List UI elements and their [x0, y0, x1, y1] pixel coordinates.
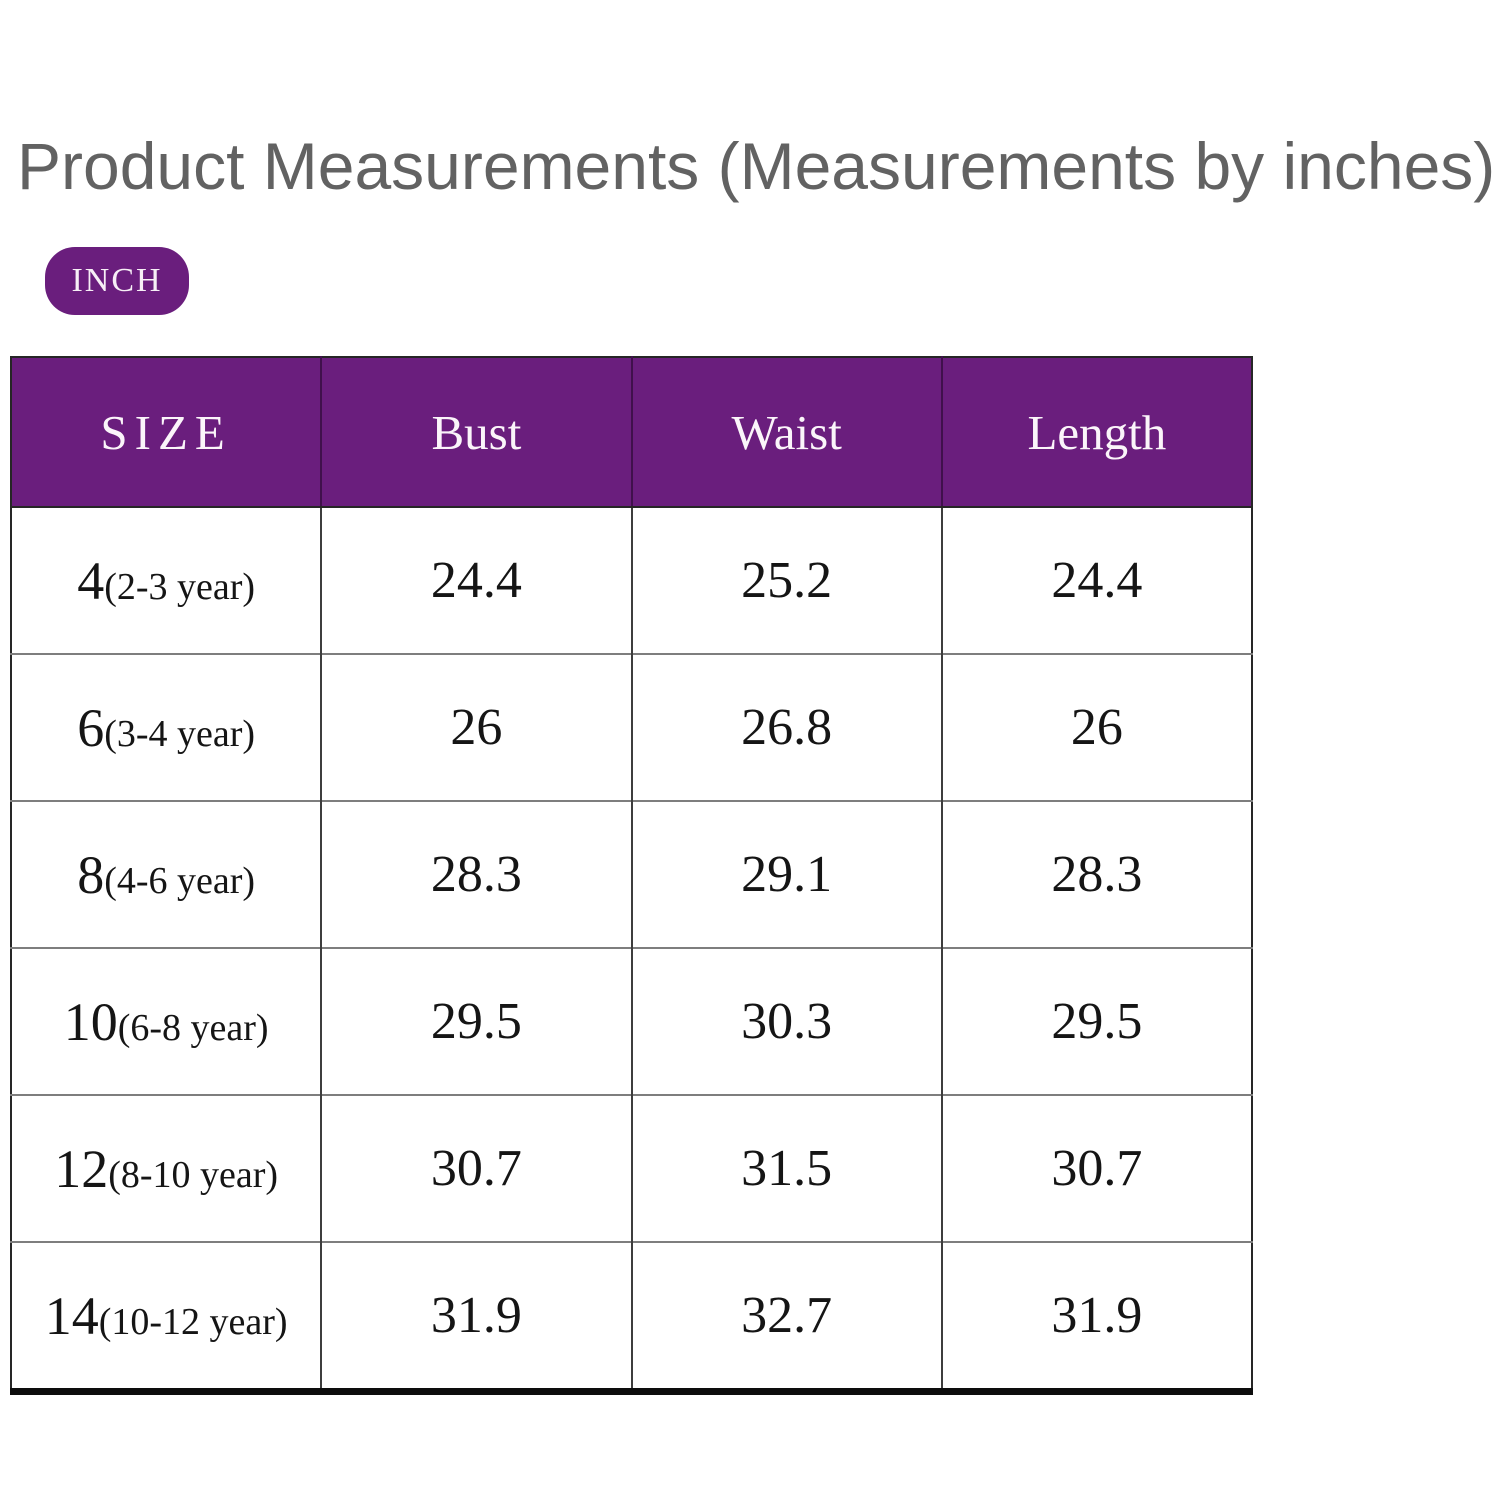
size-age-range: (8-10 year)	[108, 1153, 279, 1196]
unit-toggle-inch[interactable]: INCH	[45, 247, 189, 315]
size-cell: 10(6-8 year)	[11, 947, 322, 1095]
table-row: 8(4-6 year) 28.3 29.1 28.3	[11, 800, 1252, 948]
bust-cell: 28.3	[320, 800, 632, 948]
size-age-range: (3-4 year)	[104, 712, 256, 755]
table-row: 12(8-10 year) 30.7 31.5 30.7	[11, 1094, 1252, 1242]
header-row: SIZE Bust Waist Length	[11, 357, 1252, 508]
bust-cell: 29.5	[320, 947, 632, 1095]
size-cell: 6(3-4 year)	[11, 653, 322, 801]
length-cell: 26	[940, 653, 1252, 801]
size-age-range: (6-8 year)	[117, 1006, 269, 1049]
bust-cell: 26	[320, 653, 632, 801]
size-age-range: (2-3 year)	[104, 565, 256, 608]
size-number: 14	[44, 1285, 99, 1346]
size-number: 12	[54, 1138, 109, 1199]
length-cell: 24.4	[940, 506, 1252, 654]
size-cell: 12(8-10 year)	[11, 1094, 322, 1242]
unit-badge-label: INCH	[71, 262, 163, 299]
size-age-range: (10-12 year)	[98, 1300, 288, 1343]
table-row: 6(3-4 year) 26 26.8 26	[11, 653, 1252, 801]
size-cell: 8(4-6 year)	[11, 800, 322, 948]
waist-cell: 25.2	[630, 506, 942, 654]
size-chart-table: SIZE Bust Waist Length 4(2-3 year) 24.4 …	[10, 356, 1253, 1395]
table-row: 10(6-8 year) 29.5 30.3 29.5	[11, 947, 1252, 1095]
length-cell: 29.5	[940, 947, 1252, 1095]
waist-cell: 29.1	[630, 800, 942, 948]
col-header-size: SIZE	[11, 357, 322, 508]
size-age-range: (4-6 year)	[104, 859, 256, 902]
bust-cell: 24.4	[320, 506, 632, 654]
col-header-bust: Bust	[320, 357, 632, 508]
length-cell: 31.9	[940, 1241, 1252, 1392]
size-cell: 14(10-12 year)	[11, 1241, 322, 1392]
size-number: 8	[77, 844, 105, 905]
bust-cell: 30.7	[320, 1094, 632, 1242]
waist-cell: 32.7	[630, 1241, 942, 1392]
length-cell: 30.7	[940, 1094, 1252, 1242]
size-cell: 4(2-3 year)	[11, 506, 322, 654]
waist-cell: 31.5	[630, 1094, 942, 1242]
length-cell: 28.3	[940, 800, 1252, 948]
waist-cell: 26.8	[630, 653, 942, 801]
waist-cell: 30.3	[630, 947, 942, 1095]
table-row: 14(10-12 year) 31.9 32.7 31.9	[11, 1241, 1252, 1392]
bust-cell: 31.9	[320, 1241, 632, 1392]
size-number: 10	[63, 991, 118, 1052]
size-number: 4	[77, 550, 105, 611]
col-header-length: Length	[940, 357, 1252, 508]
table-row: 4(2-3 year) 24.4 25.2 24.4	[11, 506, 1252, 654]
page-title: Product Measurements (Measurements by in…	[17, 129, 1496, 203]
size-number: 6	[77, 697, 105, 758]
col-header-waist: Waist	[630, 357, 942, 508]
